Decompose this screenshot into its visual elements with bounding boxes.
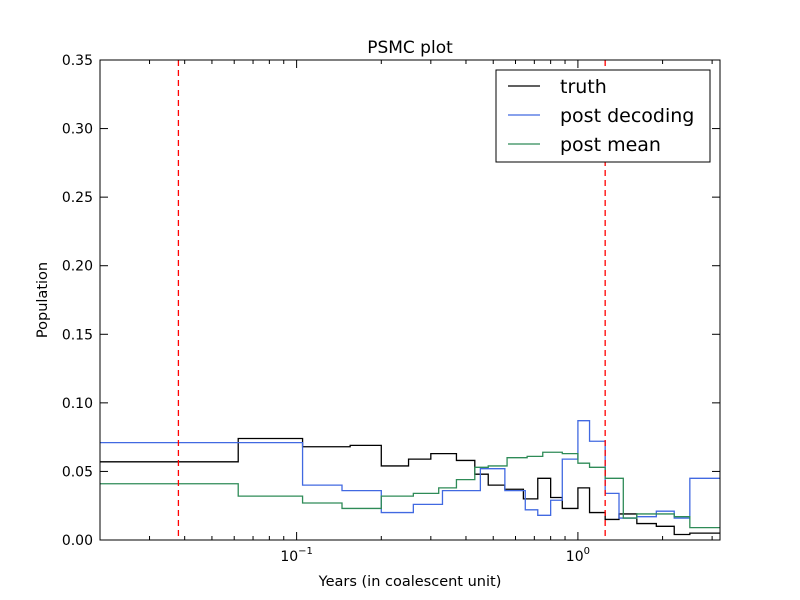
y-tick-label: 0.05: [62, 464, 93, 480]
x-axis-label: Years (in coalescent unit): [318, 574, 502, 590]
y-tick-label: 0.35: [62, 53, 93, 69]
y-axis-label: Population: [35, 262, 51, 338]
plot-area: [100, 60, 720, 540]
x-tick-label: 100: [566, 546, 590, 565]
x-tick-label: 10−1: [280, 546, 313, 565]
chart-title: PSMC plot: [367, 38, 453, 58]
series-line-1: [100, 420, 720, 519]
legend-box: [495, 69, 711, 163]
plot-frame: [99, 59, 721, 541]
y-tick-label: 0.20: [62, 259, 93, 275]
legend: truth post decoding post mean: [495, 69, 711, 163]
legend-label-0: truth: [560, 76, 607, 98]
series-group: [100, 60, 720, 540]
y-tick-label: 0.30: [62, 122, 93, 138]
y-tick-label: 0.10: [62, 396, 93, 412]
y-tick-label: 0.15: [62, 327, 93, 343]
series-line-0: [100, 437, 720, 536]
series-line-2: [100, 451, 720, 529]
y-tick-label: 0.00: [62, 533, 93, 549]
legend-label-2: post mean: [560, 134, 661, 156]
legend-label-1: post decoding: [560, 105, 694, 127]
y-tick-label: 0.25: [62, 190, 93, 206]
axes-ticks: 0.00 0.05 0.10 0.15 0.20 0.25 0.30 0.35 10−1 100: [62, 53, 720, 565]
